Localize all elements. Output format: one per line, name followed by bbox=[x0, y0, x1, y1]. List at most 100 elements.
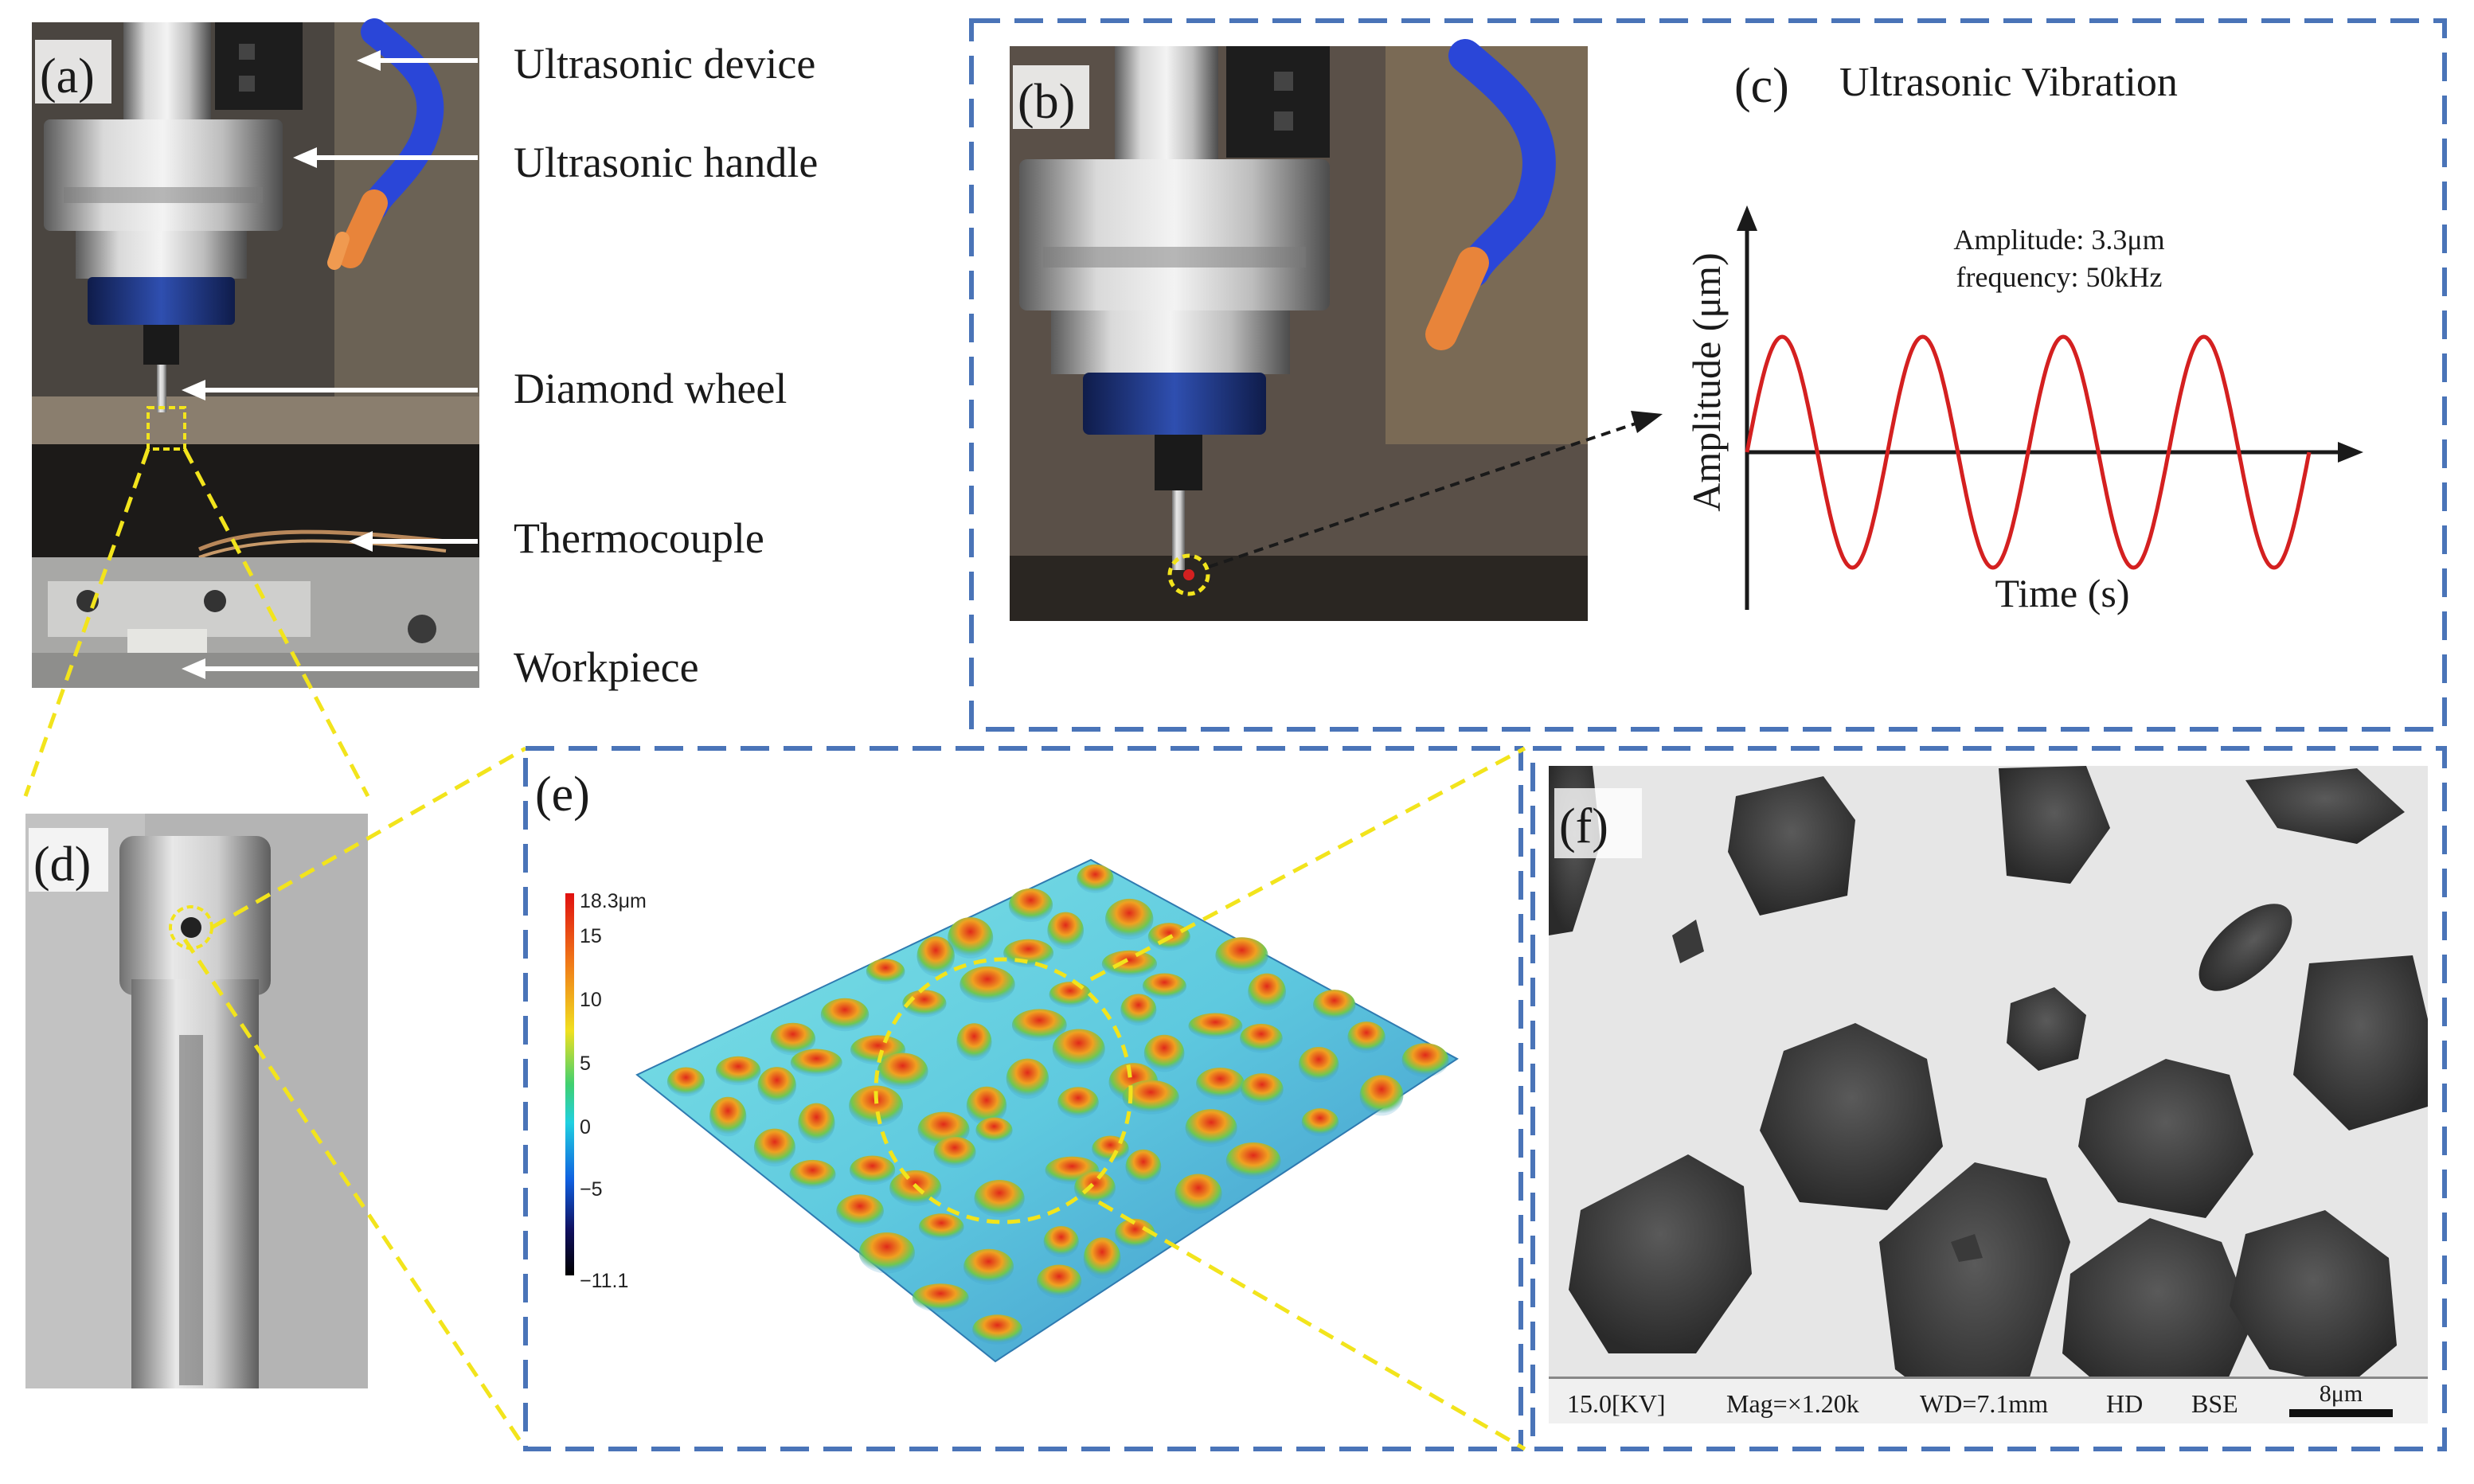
callout-ultrasonic-device: Ultrasonic device bbox=[514, 40, 815, 88]
surface-peak bbox=[1215, 937, 1268, 974]
highlight-circle bbox=[874, 957, 1133, 1224]
colorbar-tick-0: 0 bbox=[580, 1116, 591, 1138]
zoom-lines-e-to-f bbox=[1089, 746, 1526, 1451]
colorbar-max-label: 18.3μm bbox=[580, 890, 647, 912]
amplitude-annotation: Amplitude: 3.3μm bbox=[1953, 224, 2164, 256]
callout-ultrasonic-handle: Ultrasonic handle bbox=[514, 139, 818, 186]
surface-peak bbox=[820, 998, 870, 1032]
surface-peak bbox=[966, 1086, 1007, 1126]
surface-peak bbox=[1301, 1108, 1339, 1137]
colorbar-tick-15: 15 bbox=[580, 925, 602, 947]
dashed-box-f bbox=[1530, 746, 2447, 1451]
sem-scale-bar-label: 8μm bbox=[2320, 1381, 2363, 1407]
callout-diamond-wheel: Diamond wheel bbox=[514, 365, 787, 412]
surface-peak bbox=[1008, 888, 1053, 923]
sem-mode-hd: HD bbox=[2106, 1389, 2143, 1418]
y-axis-label: Amplitude (μm) bbox=[1684, 252, 1729, 511]
colorbar-tick-minus5: −5 bbox=[580, 1178, 603, 1201]
callout-thermocouple: Thermocouple bbox=[514, 514, 764, 562]
surface-peak bbox=[1241, 1073, 1284, 1106]
surface-peak bbox=[1083, 1237, 1121, 1279]
surface-peak bbox=[1077, 864, 1114, 893]
surface-peak bbox=[858, 1232, 915, 1274]
surface-peak bbox=[770, 1022, 816, 1056]
colorbar-tick-10: 10 bbox=[580, 989, 602, 1011]
vibration-title: Ultrasonic Vibration bbox=[1839, 60, 2178, 105]
zoom-lines-d-to-e bbox=[182, 746, 528, 1451]
surface-peak bbox=[956, 1023, 992, 1061]
surface-peak bbox=[1313, 990, 1356, 1021]
surface-peak bbox=[918, 1213, 964, 1241]
surface-peak bbox=[963, 1248, 1014, 1285]
surface-peak bbox=[1057, 1087, 1099, 1119]
panel-d-label: (d) bbox=[33, 838, 91, 892]
surface-peak bbox=[975, 1117, 1013, 1143]
surface-peak bbox=[974, 1180, 1025, 1217]
surface-peak bbox=[1174, 1174, 1222, 1214]
surface-peak bbox=[709, 1096, 747, 1137]
surface-peak bbox=[1347, 1021, 1386, 1053]
colorbar-min-label: −11.1 bbox=[580, 1270, 628, 1292]
surface-peak bbox=[1185, 1109, 1237, 1147]
colorbar-tick-5: 5 bbox=[580, 1052, 591, 1075]
sine-wave bbox=[1745, 334, 2312, 570]
surface-peak bbox=[1142, 973, 1186, 1000]
surface-peak bbox=[1196, 1068, 1245, 1099]
surface-peak bbox=[1122, 1080, 1179, 1115]
panel-c-label: (c) bbox=[1734, 59, 1789, 113]
panel-d-photo bbox=[25, 814, 368, 1388]
surface-peak bbox=[1120, 994, 1157, 1026]
surface-peak bbox=[1037, 1264, 1082, 1298]
surface-peak bbox=[757, 1067, 796, 1105]
surface-peak bbox=[1143, 1034, 1185, 1072]
surface-peak bbox=[715, 1056, 761, 1086]
surface-peak bbox=[1047, 912, 1084, 950]
sem-scale-bar bbox=[2289, 1409, 2393, 1417]
surface-peak bbox=[666, 1067, 705, 1097]
surface-peak bbox=[790, 1049, 842, 1077]
surface-peak bbox=[1188, 1013, 1243, 1040]
y-axis-arrowhead bbox=[1737, 205, 1757, 231]
surface-peak bbox=[1003, 939, 1054, 968]
zoom-lines-a-to-d bbox=[23, 447, 370, 798]
surface-peak bbox=[849, 1085, 904, 1127]
panel-f-label: (f) bbox=[1559, 799, 1608, 853]
surface-peak bbox=[972, 1314, 1022, 1345]
surface-peak bbox=[1052, 1029, 1105, 1069]
surface-peak bbox=[948, 917, 994, 959]
sem-working-distance: WD=7.1mm bbox=[1920, 1389, 2048, 1418]
surface-peak bbox=[1125, 1149, 1162, 1185]
surface-peak bbox=[1049, 982, 1092, 1008]
dashed-box-e bbox=[523, 746, 1523, 1451]
surface-peak bbox=[1105, 898, 1154, 940]
surface-peak bbox=[1006, 1058, 1049, 1099]
surface-peak bbox=[1115, 1218, 1155, 1249]
sem-image bbox=[1549, 766, 2428, 1423]
sem-mode-bse: BSE bbox=[2191, 1389, 2238, 1418]
callout-arrows bbox=[182, 50, 478, 679]
panel-b-label: (b) bbox=[1018, 75, 1075, 129]
surface-peak bbox=[1248, 973, 1286, 1010]
surface-peak bbox=[1225, 1142, 1281, 1180]
dashed-box-bc bbox=[969, 18, 2447, 732]
surface-topography bbox=[635, 858, 1459, 1363]
sem-magnification: Mag=×1.20k bbox=[1726, 1389, 1859, 1418]
panel-e-label: (e) bbox=[535, 767, 590, 822]
surface-peak bbox=[798, 1103, 835, 1144]
surface-peak bbox=[1043, 1226, 1079, 1258]
surface-peak bbox=[1240, 1023, 1283, 1053]
panel-f-label-bg bbox=[1554, 788, 1642, 858]
frequency-annotation: frequency: 50kHz bbox=[1956, 261, 2163, 293]
surface-peak bbox=[960, 966, 1015, 1003]
surface-peak bbox=[933, 1136, 976, 1168]
panel-a-photo bbox=[32, 18, 479, 688]
panel-b-label-bg bbox=[1013, 65, 1089, 129]
vibration-axes bbox=[1737, 205, 2363, 610]
surface-peak bbox=[836, 1194, 884, 1228]
surface-peak bbox=[1359, 1075, 1404, 1116]
surface-peaks bbox=[666, 864, 1449, 1345]
surface-peak bbox=[1401, 1043, 1449, 1077]
panel-b-photo bbox=[1010, 39, 1588, 621]
height-colorbar bbox=[565, 893, 574, 1275]
